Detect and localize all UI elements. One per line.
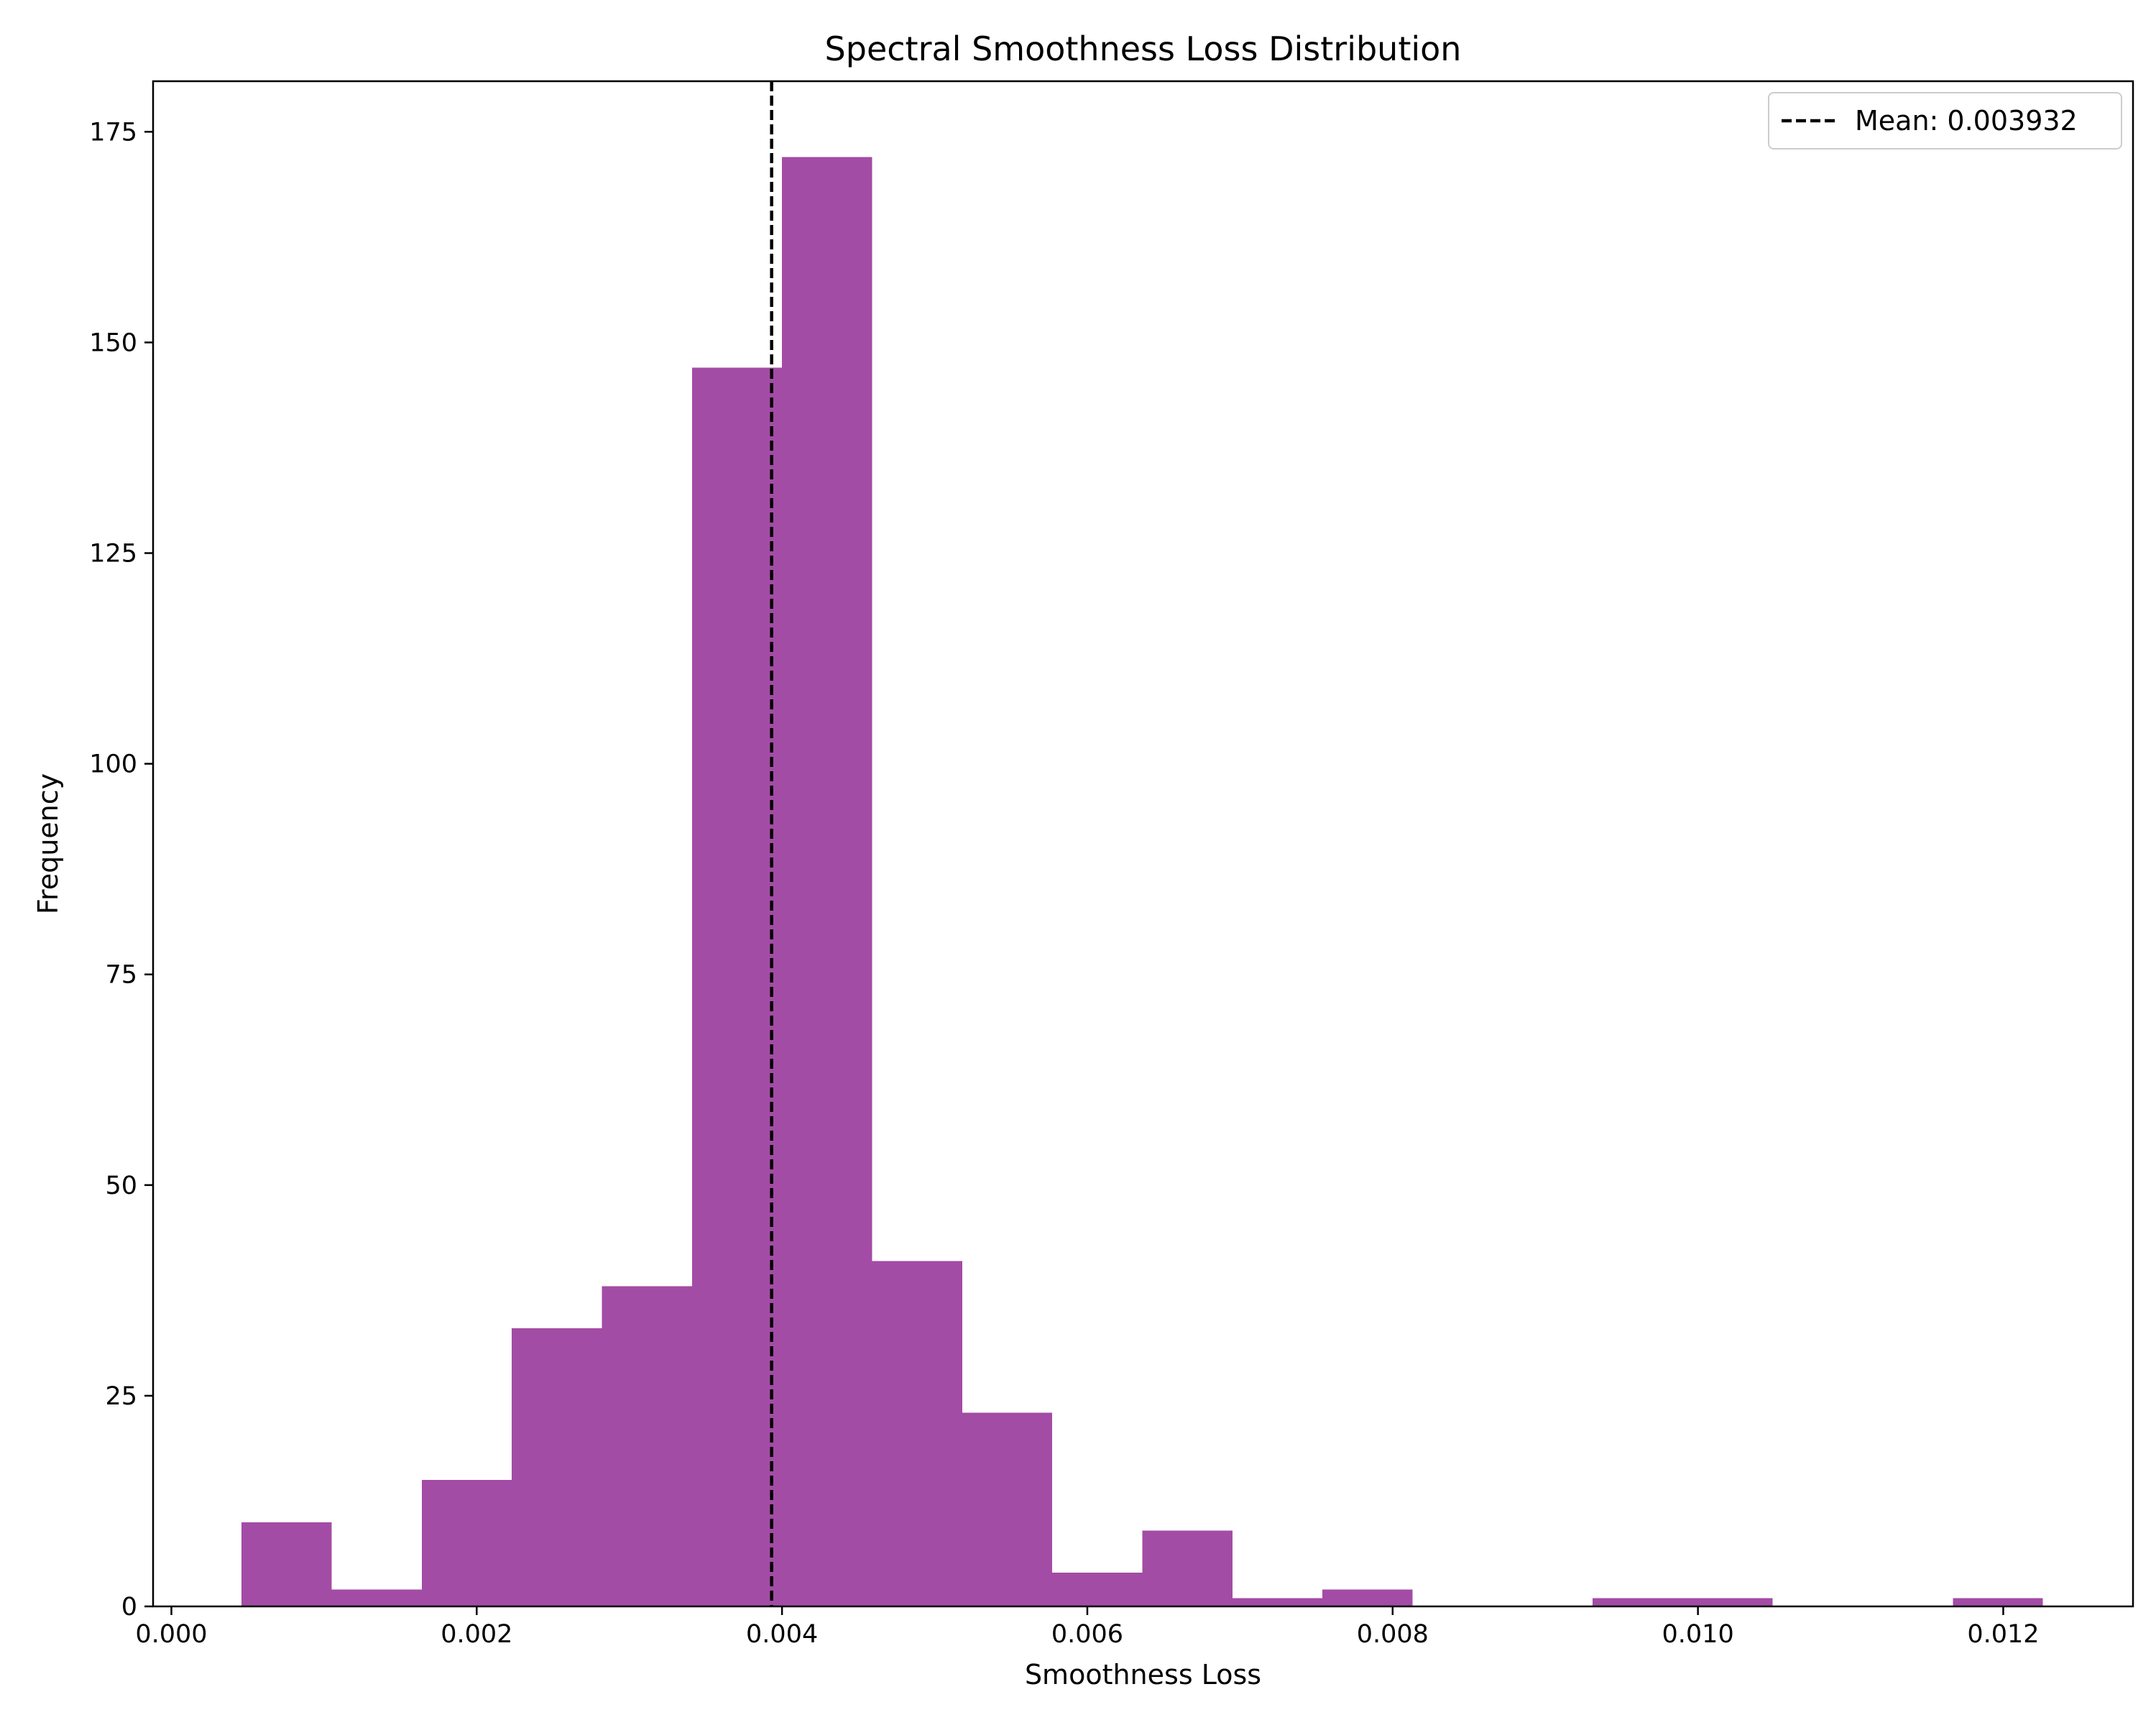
histogram-bar <box>962 1412 1053 1606</box>
y-axis: 0 25 50 75 100 125 150 175 <box>89 118 153 1622</box>
y-tick-label: 25 <box>105 1382 137 1411</box>
y-tick-label: 0 <box>121 1593 137 1622</box>
y-tick-label: 125 <box>89 540 137 569</box>
bars-layer <box>241 157 2043 1607</box>
y-axis-label: Frequency <box>32 773 64 914</box>
histogram-bar <box>421 1480 512 1606</box>
x-tick-label: 0.002 <box>441 1620 512 1649</box>
histogram-bar <box>602 1286 692 1606</box>
y-tick-label: 50 <box>105 1172 137 1200</box>
x-tick-label: 0.004 <box>746 1620 818 1649</box>
histogram-bar <box>782 157 872 1607</box>
x-tick-label: 0.000 <box>135 1620 207 1649</box>
legend-box <box>1768 92 2122 150</box>
y-tick-label: 175 <box>89 118 137 147</box>
chart-title: Spectral Smoothness Loss Distribution <box>825 29 1462 68</box>
histogram-bar <box>331 1589 422 1606</box>
x-tick-label: 0.012 <box>1967 1620 2039 1649</box>
plot-frame <box>152 80 2134 1608</box>
histogram-bar <box>691 367 783 1607</box>
histogram-bar <box>1682 1598 1773 1606</box>
histogram-bar <box>1142 1530 1233 1606</box>
histogram-bar <box>241 1522 332 1606</box>
histogram-bar <box>1953 1598 2043 1606</box>
y-tick-label: 75 <box>105 961 137 990</box>
histogram-bar <box>1052 1573 1143 1606</box>
x-axis: 0.000 0.002 0.004 0.006 0.008 0.010 0.012 <box>135 1606 2040 1649</box>
histogram-bar <box>1322 1589 1413 1606</box>
legend-mean-label: Mean: 0.003932 <box>1855 105 2078 137</box>
legend: Mean: 0.003932 <box>1768 92 2122 150</box>
x-tick-label: 0.008 <box>1357 1620 1429 1649</box>
histogram-bar <box>512 1328 602 1606</box>
histogram-bar <box>1232 1598 1323 1606</box>
histogram-bar <box>1593 1598 1683 1606</box>
histogram-bar <box>872 1261 962 1606</box>
x-tick-label: 0.010 <box>1662 1620 1734 1649</box>
x-tick-label: 0.006 <box>1051 1620 1123 1649</box>
y-tick-label: 150 <box>89 328 137 357</box>
y-tick-label: 100 <box>89 750 137 779</box>
x-axis-label: Smoothness Loss <box>1025 1659 1261 1690</box>
